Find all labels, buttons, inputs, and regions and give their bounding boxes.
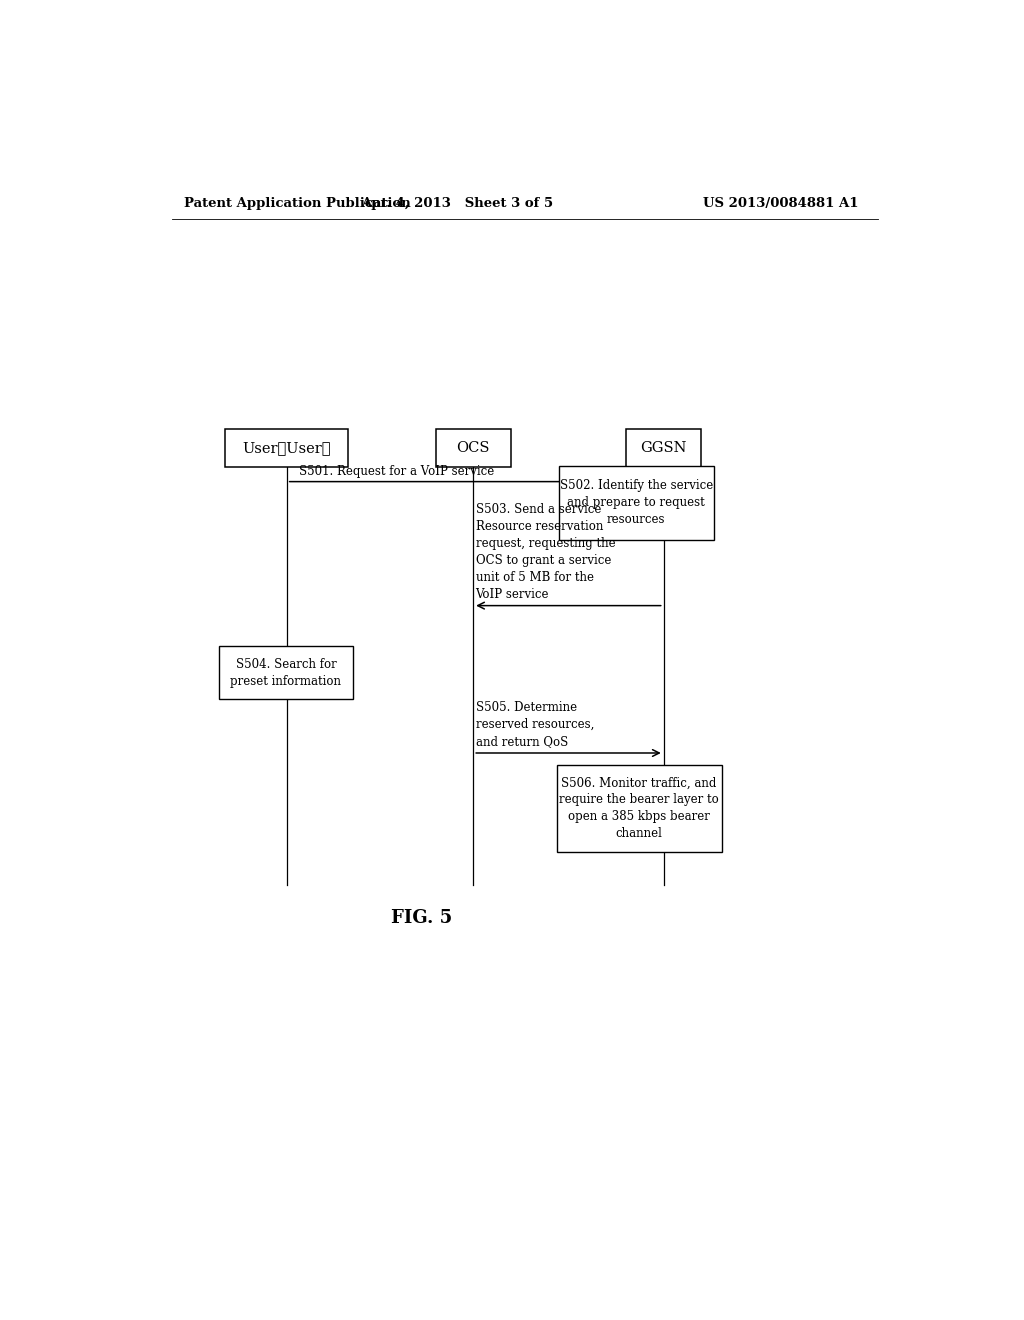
Text: Patent Application Publication: Patent Application Publication [183, 197, 411, 210]
Text: US 2013/0084881 A1: US 2013/0084881 A1 [702, 197, 858, 210]
FancyBboxPatch shape [225, 429, 348, 467]
FancyBboxPatch shape [557, 766, 722, 851]
FancyBboxPatch shape [435, 429, 511, 467]
Text: FIG. 5: FIG. 5 [391, 908, 453, 927]
Text: GGSN: GGSN [640, 441, 687, 455]
Text: OCS: OCS [457, 441, 489, 455]
Text: S505. Determine
reserved resources,
and return QoS: S505. Determine reserved resources, and … [475, 701, 594, 748]
Text: User（User）: User（User） [243, 441, 331, 455]
Text: S502. Identify the service
and prepare to request
resources: S502. Identify the service and prepare t… [560, 479, 713, 527]
Text: S501. Request for a VoIP service: S501. Request for a VoIP service [299, 465, 494, 478]
Text: S504. Search for
preset information: S504. Search for preset information [230, 657, 341, 688]
FancyBboxPatch shape [626, 429, 701, 467]
FancyBboxPatch shape [219, 647, 352, 700]
FancyBboxPatch shape [559, 466, 714, 540]
Text: S503. Send a service
Resource reservation
request, requesting the
OCS to grant a: S503. Send a service Resource reservatio… [475, 503, 615, 601]
Text: Apr. 4, 2013   Sheet 3 of 5: Apr. 4, 2013 Sheet 3 of 5 [361, 197, 553, 210]
Text: S506. Monitor traffic, and
require the bearer layer to
open a 385 kbps bearer
ch: S506. Monitor traffic, and require the b… [559, 776, 719, 841]
